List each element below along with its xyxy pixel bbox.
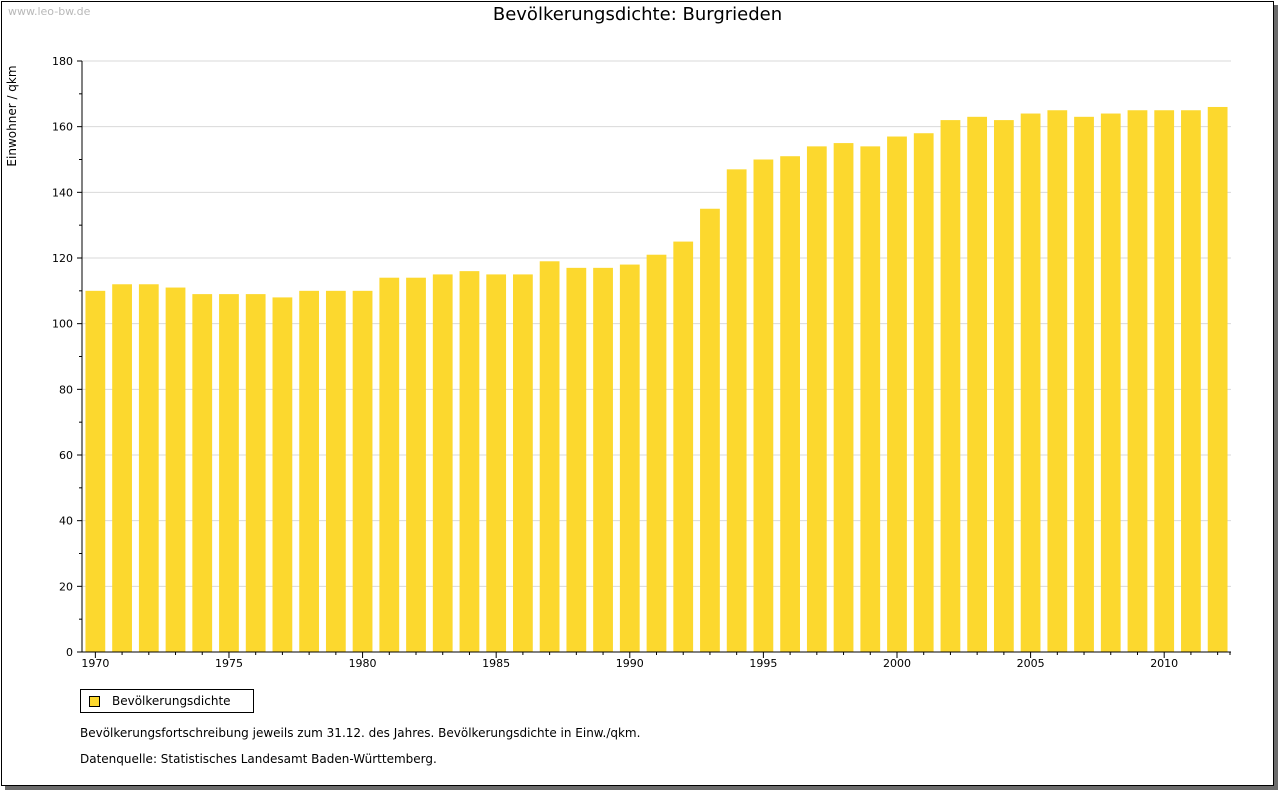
bar-2011 <box>1181 110 1201 652</box>
y-tick-label: 20 <box>59 580 73 593</box>
legend: Bevölkerungsdichte <box>80 689 254 713</box>
y-tick-label: 80 <box>59 383 73 396</box>
bar-2003 <box>967 116 988 653</box>
bar-1994 <box>726 169 747 652</box>
bar-2002 <box>940 120 961 653</box>
x-tick-label: 2000 <box>883 657 911 670</box>
bar-1970 <box>85 290 106 652</box>
y-tick-label: 120 <box>52 252 73 265</box>
bar-1988 <box>566 267 587 652</box>
bar-2012 <box>1207 106 1228 652</box>
bar-1992 <box>673 241 694 653</box>
bar-1982 <box>406 277 426 652</box>
bar-1977 <box>272 297 293 652</box>
y-tick-label: 0 <box>66 646 73 659</box>
bar-1991 <box>646 254 667 652</box>
x-tick-label: 2005 <box>1017 657 1045 670</box>
legend-label: Bevölkerungsdichte <box>112 694 231 708</box>
bar-2001 <box>913 133 934 652</box>
y-tick-label: 60 <box>59 449 73 462</box>
y-tick-label: 160 <box>52 121 73 134</box>
bar-1972 <box>138 284 159 652</box>
y-tick-label: 140 <box>52 186 73 199</box>
legend-swatch <box>89 695 100 707</box>
bar-2000 <box>887 136 907 652</box>
bar-1993 <box>700 208 720 652</box>
bar-1974 <box>192 294 213 652</box>
bar-1975 <box>219 294 239 652</box>
chart-title: Bevölkerungsdichte: Burgrieden <box>492 4 783 25</box>
bar-1989 <box>593 267 613 652</box>
bar-1986 <box>513 274 533 652</box>
bar-2006 <box>1047 110 1068 652</box>
bar-1983 <box>432 274 453 652</box>
y-tick-label: 40 <box>59 515 73 528</box>
bar-1995 <box>753 159 774 652</box>
bar-1971 <box>112 284 132 652</box>
x-tick-label: 1995 <box>749 657 777 670</box>
bar-2008 <box>1100 113 1121 653</box>
bar-2009 <box>1127 110 1148 652</box>
bar-2004 <box>993 120 1014 653</box>
x-tick-label: 1985 <box>482 657 510 670</box>
bar-1978 <box>299 290 320 652</box>
bar-1981 <box>379 277 400 652</box>
bar-1990 <box>619 264 640 652</box>
y-tick-label: 180 <box>52 55 73 68</box>
bar-1979 <box>325 290 346 652</box>
bar-1985 <box>486 274 507 652</box>
bar-1996 <box>780 156 800 652</box>
x-tick-label: 2010 <box>1150 657 1178 670</box>
bar-2005 <box>1020 113 1041 653</box>
x-tick-label: 1975 <box>215 657 243 670</box>
bar-2010 <box>1154 110 1175 652</box>
x-tick-label: 1980 <box>349 657 377 670</box>
bar-1976 <box>245 294 266 652</box>
bar-1997 <box>806 146 827 652</box>
bar-1973 <box>165 287 186 652</box>
bar-1984 <box>459 271 480 652</box>
x-tick-label: 1990 <box>616 657 644 670</box>
x-tick-label: 1970 <box>81 657 109 670</box>
bar-1987 <box>539 261 560 652</box>
y-tick-label: 100 <box>52 318 73 331</box>
watermark: www.leo-bw.de <box>8 5 91 18</box>
bar-1999 <box>860 146 881 652</box>
footnote-description: Bevölkerungsfortschreibung jeweils zum 3… <box>80 726 641 740</box>
bar-1998 <box>833 143 854 653</box>
footnote-source: Datenquelle: Statistisches Landesamt Bad… <box>80 752 437 766</box>
bar-1980 <box>352 290 373 652</box>
bar-2007 <box>1074 116 1094 653</box>
